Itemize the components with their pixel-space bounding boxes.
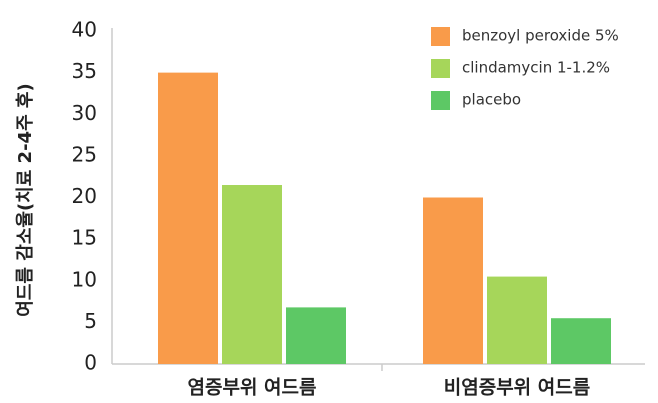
y-tick-label: 10 [72, 267, 97, 291]
legend-swatch [431, 27, 450, 46]
bar [222, 185, 282, 364]
x-tick-label: 염증부위 여드름 [188, 377, 317, 399]
bar [158, 72, 218, 364]
bar [551, 318, 611, 364]
y-axis-label: 여드름 감소율(치료 2-4주 후) [15, 83, 36, 316]
y-tick-label: 30 [72, 101, 97, 125]
y-tick-label: 25 [72, 142, 97, 166]
legend-label: clindamycin 1-1.2% [462, 59, 610, 77]
y-tick-label: 5 [84, 309, 97, 333]
x-tick-label: 비염증부위 여드름 [444, 377, 590, 399]
legend-swatch [431, 91, 450, 110]
y-tick-label: 40 [72, 18, 97, 42]
legend-label: placebo [462, 91, 521, 109]
y-tick-label: 0 [84, 351, 97, 375]
legend-swatch [431, 59, 450, 78]
bar [286, 307, 346, 364]
y-tick-label: 15 [72, 226, 97, 250]
legend-label: benzoyl peroxide 5% [462, 27, 619, 45]
y-tick-label: 20 [72, 184, 97, 208]
bar [423, 197, 483, 364]
bar [487, 276, 547, 364]
y-tick-label: 35 [72, 59, 97, 83]
